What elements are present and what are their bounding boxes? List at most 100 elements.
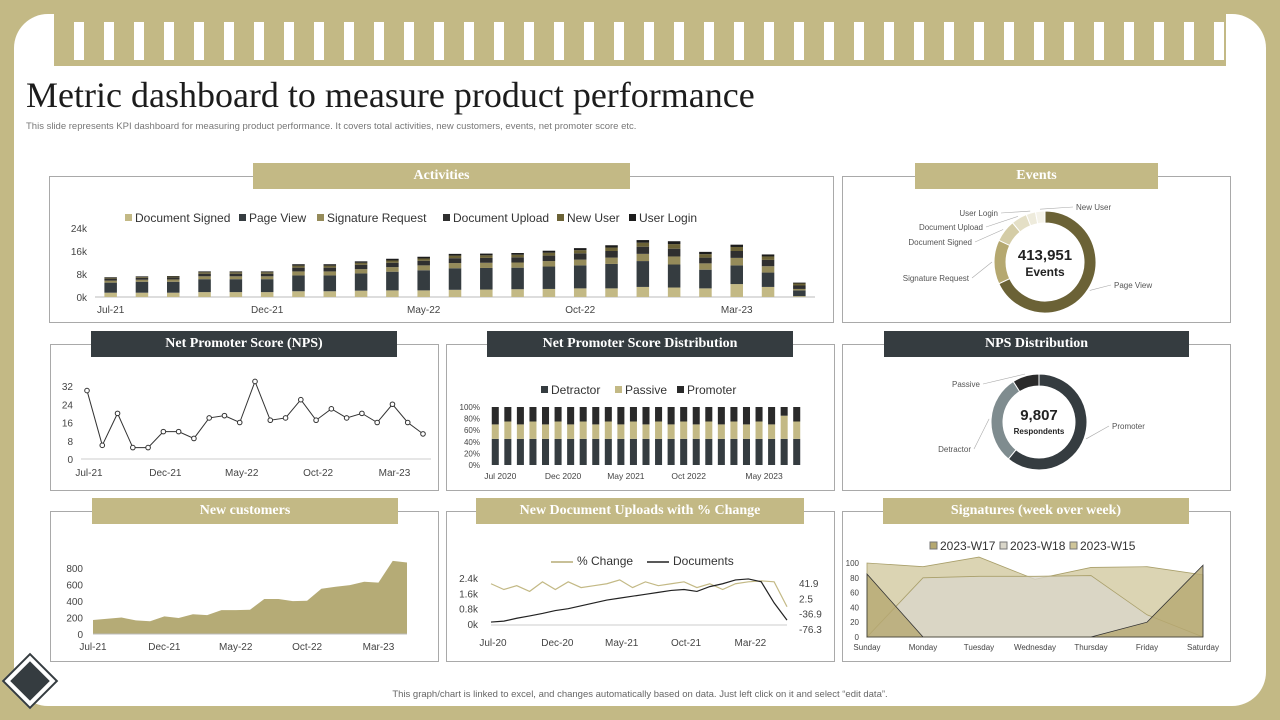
- npsdonut-center-label: Respondents: [1014, 427, 1065, 436]
- activities-bar: [636, 246, 650, 254]
- nps-point: [282, 415, 289, 421]
- activities-bar: [573, 250, 587, 254]
- npsdist-bar: [504, 407, 512, 422]
- activities-bar: [323, 291, 337, 297]
- npsdist-bar: [567, 424, 575, 439]
- uploads-chart: % Change Documents 0k 0.8k 1.6k 2.4k -76.3 -36.…: [459, 554, 822, 649]
- npsdist-bar: [680, 407, 688, 422]
- nps-point: [389, 401, 396, 408]
- activities-bar: [793, 288, 806, 291]
- activities-legend-swatch-4: [557, 214, 564, 221]
- activities-bar: [542, 255, 556, 262]
- page-title: Metric dashboard to measure product perf…: [26, 75, 755, 115]
- signatures-xtick: Thursday: [1074, 643, 1107, 652]
- signatures-ytick: 40: [850, 603, 859, 612]
- activities-bar: [354, 261, 368, 263]
- activities-bar: [605, 247, 618, 251]
- activities-legend-label-4: New User: [567, 211, 620, 225]
- signatures-legend-label-0: 2023-W17: [940, 539, 996, 553]
- npsdist-ytick: 20%: [464, 449, 480, 458]
- npsdonut-slice-1: [990, 380, 1021, 460]
- npsdist-bar: [742, 407, 750, 425]
- npsdist-bar: [529, 438, 537, 465]
- npsdist-bar: [768, 424, 776, 439]
- npsdist-ytick: 60%: [464, 426, 480, 435]
- signatures-ytick: 0: [855, 633, 860, 642]
- nps-point: [404, 419, 411, 426]
- activities-bar: [135, 276, 149, 277]
- nps-panel: [50, 344, 439, 491]
- nps-point: [175, 428, 182, 435]
- signatures-xtick: Sunday: [853, 643, 880, 652]
- activities-bar: [699, 269, 712, 289]
- newcust-chart: 0 200 400 600 800 Jul-21 Dec-21 May-22 Oct-22 Mar…: [66, 560, 407, 653]
- npsdist-bar: [617, 438, 625, 465]
- events-slice-label-1: Signature Request: [903, 274, 970, 283]
- activities-bar: [511, 257, 524, 263]
- activities-panel: [49, 176, 834, 323]
- activities-bar: [699, 251, 712, 255]
- activities-bar: [793, 296, 806, 297]
- activities-bar: [198, 279, 211, 293]
- npsdist-xtick: May 2021: [607, 471, 645, 481]
- signatures-ytick: 100: [846, 559, 860, 568]
- npsdist-bar: [742, 424, 750, 439]
- npsdist-bar: [504, 438, 512, 465]
- npsdist-bar: [780, 407, 788, 416]
- nps-point: [420, 431, 426, 437]
- activities-legend-swatch-3: [443, 214, 450, 221]
- activities-legend-label-0: Document Signed: [135, 211, 230, 225]
- activities-bar: [636, 261, 650, 287]
- activities-bar: [167, 292, 180, 297]
- activities-bar: [667, 244, 681, 249]
- newcust-ytick: 0: [77, 630, 83, 641]
- activities-bar: [260, 272, 274, 274]
- header-teeth: [54, 18, 1226, 66]
- activities-chart: Document Signed Page View Signature Reques…: [71, 211, 815, 316]
- npsdist-bar: [542, 424, 550, 439]
- nps-ytick: 32: [62, 382, 74, 393]
- activities-bar: [793, 282, 806, 284]
- signatures-ytick: 80: [850, 574, 859, 583]
- activities-bar: [542, 250, 556, 253]
- npsdist-bar: [692, 438, 700, 465]
- npsdist-bar: [642, 407, 650, 425]
- activities-legend-swatch-2: [317, 214, 324, 221]
- npsdist-legend-label-1: Passive: [625, 383, 667, 397]
- newcust-ytick: 200: [66, 614, 83, 625]
- activities-bar: [417, 265, 430, 271]
- npsdist-bar: [604, 438, 612, 465]
- npsdist-bar: [592, 438, 600, 465]
- activities-bar: [354, 273, 368, 291]
- activities-bar: [229, 279, 243, 293]
- nps-point: [130, 444, 136, 451]
- nps-point: [114, 410, 121, 417]
- npsdonut-leader-1: [973, 418, 990, 450]
- activities-bar: [417, 260, 430, 266]
- activities-bar: [480, 255, 493, 258]
- activities-bar: [448, 253, 462, 256]
- signatures-xtick: Friday: [1136, 643, 1158, 652]
- uploads-ytick-right: -76.3: [799, 625, 822, 636]
- activities-bar: [448, 268, 462, 290]
- activities-xtick: Oct-22: [565, 305, 595, 316]
- activities-bar: [354, 264, 368, 270]
- activities-bar: [292, 267, 305, 272]
- activities-bar: [229, 271, 243, 273]
- signatures-xtick: Tuesday: [964, 643, 994, 652]
- events-center-label: Events: [1025, 265, 1065, 279]
- signatures-ytick: 60: [850, 589, 859, 598]
- npsdist-ytick: 80%: [464, 415, 480, 424]
- npsdist-bar: [629, 438, 637, 465]
- uploads-ytick-left: 0k: [467, 620, 479, 631]
- npsdist-ytick: 40%: [464, 438, 480, 447]
- activities-bar: [292, 264, 305, 266]
- signatures-ytick: 20: [850, 618, 859, 627]
- activities-bar: [167, 276, 180, 278]
- npsdist-bar: [491, 424, 499, 439]
- activities-bar: [793, 283, 806, 286]
- nps-point: [374, 419, 380, 426]
- activities-legend-swatch-1: [239, 214, 246, 221]
- events-leader-0: [1089, 284, 1112, 291]
- npsdist-bar: [730, 438, 738, 465]
